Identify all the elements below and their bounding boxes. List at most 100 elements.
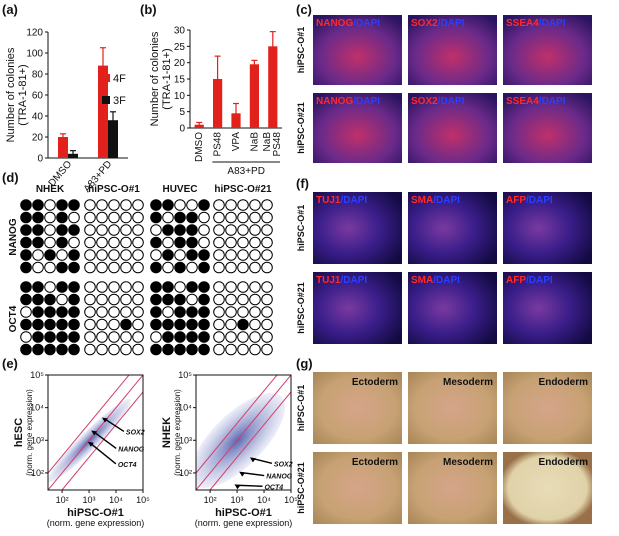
cpg-site bbox=[32, 211, 44, 224]
cpg-site bbox=[44, 224, 56, 236]
cpg-site bbox=[84, 318, 96, 331]
stain-label: SOX2/DAPI bbox=[411, 18, 465, 29]
cpg-site bbox=[120, 331, 132, 343]
cpg-site bbox=[96, 199, 108, 211]
cpg-site bbox=[56, 224, 68, 236]
cpg-site bbox=[162, 249, 174, 261]
cpg-site bbox=[96, 343, 108, 356]
cpg-site bbox=[20, 293, 32, 306]
cpg-site bbox=[44, 211, 56, 224]
y-axis-label: (norm. gene expression) bbox=[173, 389, 182, 476]
cpg-site bbox=[249, 224, 261, 236]
micrograph bbox=[503, 452, 592, 524]
stain-label: SMA/DAPI bbox=[411, 195, 460, 206]
cpg-site bbox=[96, 306, 108, 318]
cpg-site bbox=[174, 293, 186, 306]
cpg-site bbox=[32, 199, 44, 211]
cpg-site bbox=[225, 261, 237, 274]
cpg-site bbox=[249, 331, 261, 343]
x-tick-label: NaB bbox=[249, 132, 260, 152]
y-tick-label: 120 bbox=[26, 28, 43, 39]
cpg-site bbox=[225, 236, 237, 249]
cpg-site bbox=[32, 249, 44, 261]
micrograph bbox=[503, 272, 592, 344]
cpg-site bbox=[96, 293, 108, 306]
layer-label: Ectoderm bbox=[352, 457, 398, 468]
cpg-site bbox=[84, 224, 96, 236]
stain-marker: SMA bbox=[411, 275, 433, 286]
cpg-site bbox=[84, 249, 96, 261]
x-tick-label: NaBPS48 bbox=[262, 132, 283, 157]
cpg-site bbox=[68, 293, 80, 306]
cpg-site bbox=[68, 306, 80, 318]
cpg-site bbox=[237, 281, 249, 293]
micrograph bbox=[313, 452, 402, 524]
y-tick-label: 20 bbox=[32, 133, 44, 144]
cpg-site bbox=[186, 293, 198, 306]
micrograph bbox=[313, 272, 402, 344]
cpg-site bbox=[186, 343, 198, 356]
cpg-site bbox=[108, 281, 120, 293]
cpg-site bbox=[225, 199, 237, 211]
stain-marker: NANOG bbox=[316, 96, 353, 107]
row-label: hiPSC-O#21 bbox=[296, 282, 306, 334]
cpg-site bbox=[198, 224, 210, 236]
stain-counter: /DAPI bbox=[340, 275, 367, 286]
cpg-site bbox=[225, 331, 237, 343]
legend-swatch bbox=[102, 74, 110, 82]
cpg-site bbox=[198, 306, 210, 318]
y-tick-label: 10⁵ bbox=[30, 370, 44, 380]
cpg-site bbox=[249, 236, 261, 249]
group-label: A83+PD bbox=[227, 166, 265, 177]
annotation-label: OCT4 bbox=[118, 462, 137, 469]
cpg-site bbox=[20, 224, 32, 236]
micrograph bbox=[313, 15, 402, 85]
y-tick-label: 10⁵ bbox=[178, 370, 192, 380]
cpg-site bbox=[132, 211, 144, 224]
cpg-site bbox=[225, 293, 237, 306]
cpg-site bbox=[261, 236, 273, 249]
stain-marker: NANOG bbox=[316, 18, 353, 29]
x-tick-label: 10³ bbox=[231, 495, 244, 505]
bar bbox=[98, 65, 108, 158]
stain-label: AFP/DAPI bbox=[506, 195, 553, 206]
micrograph bbox=[503, 93, 592, 163]
cpg-site bbox=[84, 236, 96, 249]
cpg-site bbox=[225, 343, 237, 356]
stain-label: TUJ1/DAPI bbox=[316, 275, 367, 286]
cpg-site bbox=[162, 306, 174, 318]
cpg-site bbox=[162, 318, 174, 331]
y-axis-label: hESC bbox=[13, 418, 25, 447]
cpg-site bbox=[120, 236, 132, 249]
cpg-site bbox=[96, 318, 108, 331]
cpg-site bbox=[44, 293, 56, 306]
y-tick-label: 80 bbox=[32, 70, 44, 81]
x-tick-label: 10⁵ bbox=[136, 495, 150, 505]
row-label: hiPSC-O#1 bbox=[296, 385, 306, 432]
x-axis-label: hiPSC-O#1 bbox=[67, 507, 124, 519]
cpg-site bbox=[162, 236, 174, 249]
cpg-site bbox=[213, 293, 225, 306]
cpg-site bbox=[150, 199, 162, 211]
cpg-site bbox=[249, 249, 261, 261]
layer-label: Mesoderm bbox=[443, 457, 493, 468]
bar bbox=[268, 46, 278, 129]
y-axis-label: (TRA-1-81+) bbox=[17, 64, 29, 125]
stain-counter: /DAPI bbox=[438, 96, 465, 107]
cpg-site bbox=[108, 224, 120, 236]
y-tick-label: 10² bbox=[179, 468, 192, 478]
micrograph bbox=[313, 93, 402, 163]
cpg-site bbox=[56, 211, 68, 224]
legend-swatch bbox=[102, 96, 110, 104]
y-tick-label: 5 bbox=[179, 107, 185, 118]
cpg-site bbox=[84, 281, 96, 293]
cpg-site bbox=[96, 249, 108, 261]
cpg-site bbox=[44, 261, 56, 274]
cpg-site bbox=[56, 293, 68, 306]
cpg-site bbox=[186, 261, 198, 274]
cpg-site bbox=[174, 343, 186, 356]
cpg-site bbox=[225, 224, 237, 236]
cpg-site bbox=[213, 211, 225, 224]
cpg-site bbox=[198, 318, 210, 331]
